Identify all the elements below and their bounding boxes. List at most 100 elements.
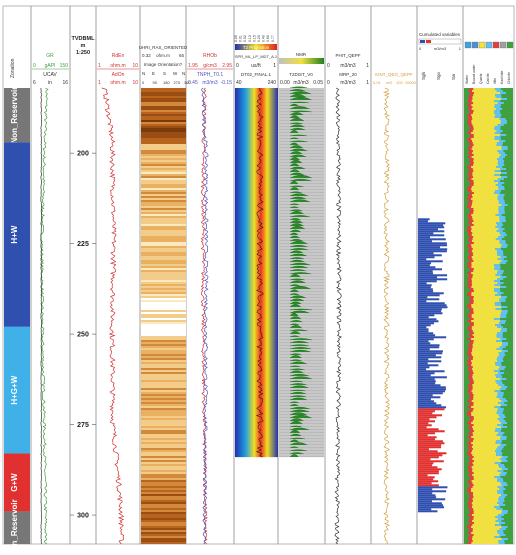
image-tick-2: 180	[163, 80, 170, 85]
nmr-wiggle	[289, 331, 301, 335]
litho-calcite	[495, 308, 502, 310]
litho-quartz	[473, 340, 497, 342]
nmr-wiggle	[289, 229, 301, 233]
litho-calcite	[498, 384, 505, 386]
image-min: 0.32	[142, 53, 151, 58]
image-row	[141, 102, 186, 104]
sat-fill	[418, 308, 442, 311]
nmr-wiggle	[289, 211, 304, 215]
nmr-wiggle	[289, 248, 309, 251]
litho-calcite	[497, 486, 504, 488]
litho-calcite	[497, 162, 504, 164]
image-row	[141, 232, 186, 234]
litho-calcite	[498, 432, 505, 434]
t2-tick-1: 0.01	[239, 35, 243, 42]
litho-quartz	[471, 262, 500, 264]
phit-unit: m3/m3	[340, 63, 356, 69]
litho-calcite	[501, 342, 508, 344]
image-row	[141, 132, 186, 134]
litho-quartz	[473, 224, 498, 226]
ucav-unit: in	[48, 80, 52, 86]
t2-max: 1	[273, 63, 276, 69]
image-row	[141, 350, 186, 352]
image-tick-3: 270	[174, 80, 181, 85]
litho-calcite	[499, 262, 506, 264]
litho-calcite	[500, 168, 507, 170]
litho-calcite	[499, 474, 506, 476]
litho-calcite	[499, 504, 506, 506]
image-row	[141, 346, 186, 348]
sat-col-0: Sgh	[421, 71, 426, 80]
image-row	[141, 230, 186, 232]
image-row	[141, 310, 186, 312]
litho-quartz	[471, 122, 501, 124]
image-row	[141, 296, 186, 298]
image-row	[141, 496, 186, 498]
litho-quartz	[471, 256, 501, 258]
litho-calcite	[496, 478, 503, 480]
litho-calcite	[494, 190, 501, 192]
saturation-track	[418, 218, 448, 513]
litho-illite	[467, 264, 472, 266]
sat-fill	[418, 224, 444, 227]
nmr-wiggle	[289, 193, 308, 197]
litho-illite	[467, 314, 472, 316]
litho-illite	[468, 448, 473, 450]
nmr-wiggle	[289, 285, 311, 290]
image-row	[141, 512, 186, 514]
image-row	[141, 508, 186, 510]
image-row	[141, 92, 186, 94]
litho-calcite	[499, 528, 506, 530]
sat-unit: m3/m3	[434, 46, 447, 51]
litho-calcite	[496, 412, 503, 414]
litho-calcite	[498, 368, 505, 370]
litho-illite	[468, 252, 473, 254]
t2-min2: 40	[236, 80, 242, 86]
nmr-wiggle	[289, 122, 303, 125]
litho-calcite	[501, 512, 508, 514]
image-row	[141, 498, 186, 500]
image-row	[141, 152, 186, 154]
kint-max: 10000	[405, 80, 417, 85]
nmr-wiggle	[289, 361, 307, 365]
image-row	[141, 474, 186, 476]
image-row	[141, 358, 186, 360]
curve-rhob	[200, 87, 208, 545]
sat-fill	[418, 448, 429, 451]
sat-fill	[418, 404, 442, 407]
image-row	[141, 460, 186, 462]
image-row	[141, 298, 186, 300]
curve-ucav	[40, 87, 42, 545]
image-row	[141, 242, 186, 244]
litho-quartz	[472, 176, 502, 178]
image-row	[141, 150, 186, 152]
litho-quartz	[472, 238, 496, 240]
litho-quartz	[472, 344, 502, 346]
litho-illite	[468, 344, 473, 346]
litho-illite	[467, 148, 472, 150]
litho-quartz	[472, 218, 500, 220]
image-row	[141, 226, 186, 228]
nmr-wiggle	[289, 454, 299, 458]
litho-quartz	[472, 448, 497, 450]
image-row	[141, 470, 186, 472]
litho-calcite	[498, 464, 505, 466]
gr-max: 150	[60, 63, 69, 69]
sat-fill	[418, 498, 446, 501]
litho-calcite	[496, 334, 503, 336]
litho-quartz	[472, 118, 500, 120]
image-row	[141, 356, 186, 358]
depth-scale: 1:250	[76, 50, 90, 56]
litho-illite	[469, 382, 474, 384]
litho-calcite	[499, 534, 506, 536]
litho-quartz	[473, 324, 496, 326]
litho-calcite	[494, 106, 501, 108]
litho-quartz	[471, 188, 499, 190]
image-row	[141, 100, 186, 102]
image-row	[141, 220, 186, 222]
litho-illite	[469, 518, 474, 520]
litho-calcite	[499, 488, 506, 490]
image-row	[141, 300, 186, 302]
litho-illite	[468, 216, 473, 218]
litho-calcite	[501, 484, 508, 486]
